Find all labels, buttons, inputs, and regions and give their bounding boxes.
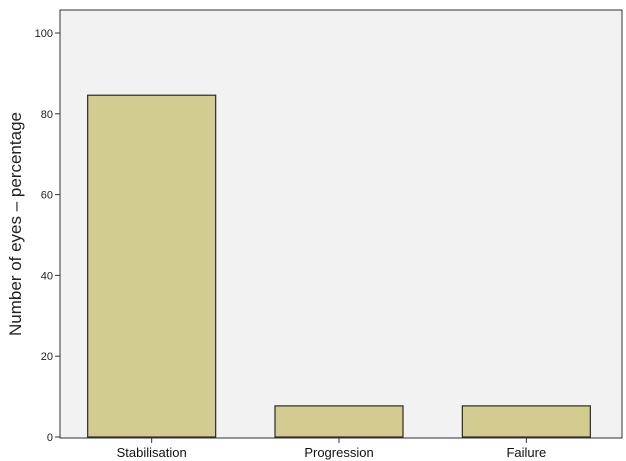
y-axis-label: Number of eyes – percentage: [6, 112, 25, 336]
x-tick-label-stabilisation: Stabilisation: [117, 445, 187, 460]
bars-group: [87, 94, 591, 438]
x-tick-label-failure: Failure: [506, 445, 546, 460]
y-tick-label: 80: [41, 109, 53, 121]
x-tick-label-progression: Progression: [304, 445, 373, 460]
y-tick-label: 0: [47, 432, 53, 444]
bar-stabilisation: [87, 94, 217, 438]
y-tick-label: 40: [41, 270, 53, 282]
bar-progression: [274, 405, 404, 438]
y-axis: 0 20 40 60 80 100: [35, 28, 60, 444]
y-tick-label: 60: [41, 190, 53, 202]
y-tick-label: 20: [41, 351, 53, 363]
y-tick-label: 100: [35, 28, 53, 40]
x-axis: Stabilisation Progression Failure: [117, 438, 546, 460]
bar-failure: [461, 405, 591, 438]
